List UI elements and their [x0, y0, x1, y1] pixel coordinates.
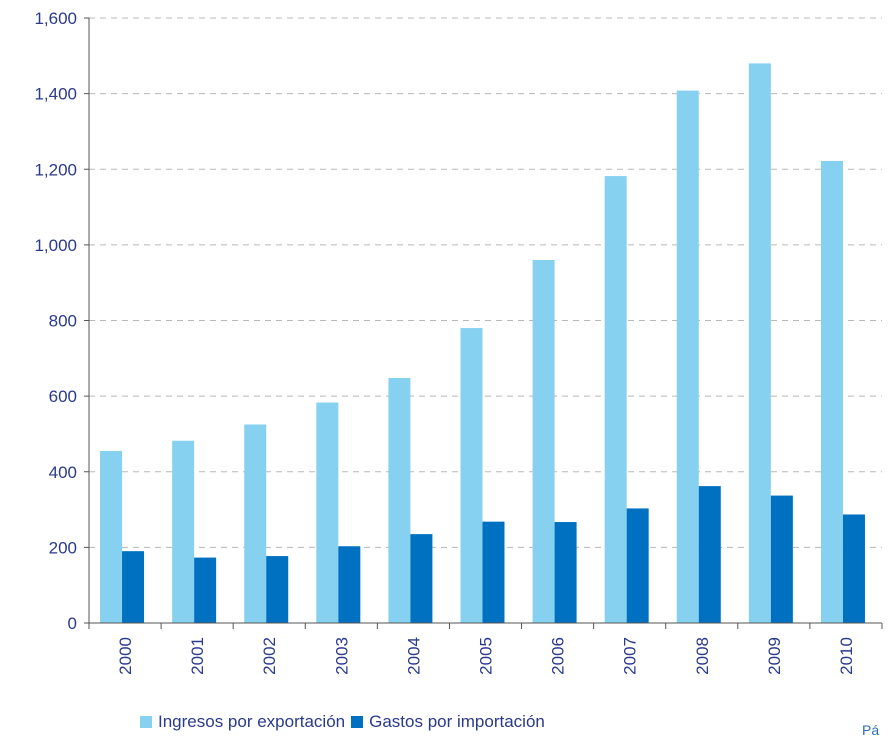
x-tick-label-2002: 2002: [260, 637, 279, 675]
legend-label-exports: Ingresos por exportación: [158, 712, 346, 731]
bar-exports-2003: [316, 402, 339, 623]
bar-exports-2007: [604, 176, 627, 623]
y-tick-label-1000: 1,000: [34, 236, 77, 255]
legend-label-imports: Gastos por importación: [369, 712, 545, 731]
y-tick-label-0: 0: [68, 614, 77, 633]
x-tick-label-2008: 2008: [693, 637, 712, 675]
x-tick-label-2001: 2001: [188, 637, 207, 675]
axes: [84, 17, 883, 629]
x-tick-label-2004: 2004: [404, 637, 423, 675]
y-tick-label-400: 400: [49, 463, 77, 482]
bar-imports-2010: [842, 514, 865, 623]
x-tick-label-2000: 2000: [116, 637, 135, 675]
gridlines: [89, 17, 882, 548]
y-tick-label-1200: 1,200: [34, 160, 77, 179]
legend-item-imports: Gastos por importación: [351, 712, 545, 732]
bar-imports-2002: [266, 556, 289, 623]
legend: Ingresos por exportación Gastos por impo…: [140, 712, 551, 732]
y-tick-label-1600: 1,600: [34, 9, 77, 28]
bar-exports-2009: [748, 63, 771, 623]
bars: [100, 63, 865, 624]
bar-exports-2004: [388, 377, 411, 623]
bar-imports-2001: [194, 557, 217, 623]
x-tick-labels: 2000 2001 2002 2003 2004 2005 2006 2007 2008 2009…: [116, 637, 856, 675]
bar-imports-2008: [698, 486, 721, 623]
bar-imports-2009: [770, 495, 793, 623]
bar-exports-2000: [100, 450, 123, 623]
x-tick-label-2006: 2006: [549, 637, 568, 675]
bar-imports-2007: [626, 508, 649, 623]
y-tick-label-800: 800: [49, 312, 77, 331]
bar-exports-2006: [532, 260, 555, 623]
x-tick-label-2007: 2007: [621, 637, 640, 675]
bar-imports-2006: [554, 522, 577, 623]
bar-exports-2001: [172, 440, 195, 623]
bar-exports-2002: [244, 424, 267, 623]
bar-exports-2008: [676, 90, 699, 624]
bar-imports-2004: [410, 534, 433, 623]
x-tick-label-2010: 2010: [837, 637, 856, 675]
legend-swatch-imports: [351, 716, 364, 728]
y-tick-label-1400: 1,400: [34, 85, 77, 104]
bar-imports-2005: [482, 521, 505, 623]
legend-swatch-exports: [140, 716, 152, 728]
x-tick-label-2003: 2003: [332, 637, 351, 675]
x-tick-label-2005: 2005: [477, 637, 496, 675]
x-tick-label-2009: 2009: [765, 637, 784, 675]
y-tick-label-200: 200: [49, 538, 77, 557]
page-footer-text: Pá: [862, 722, 880, 738]
bar-imports-2003: [338, 546, 361, 623]
bar-exports-2010: [820, 160, 843, 623]
bar-imports-2000: [122, 551, 145, 623]
legend-item-exports: Ingresos por exportación: [140, 712, 345, 732]
y-tick-labels: 0 200 400 600 800 1,000 1,200 1,400 1,600: [34, 9, 77, 633]
bar-exports-2005: [460, 328, 483, 623]
y-tick-label-600: 600: [49, 387, 77, 406]
